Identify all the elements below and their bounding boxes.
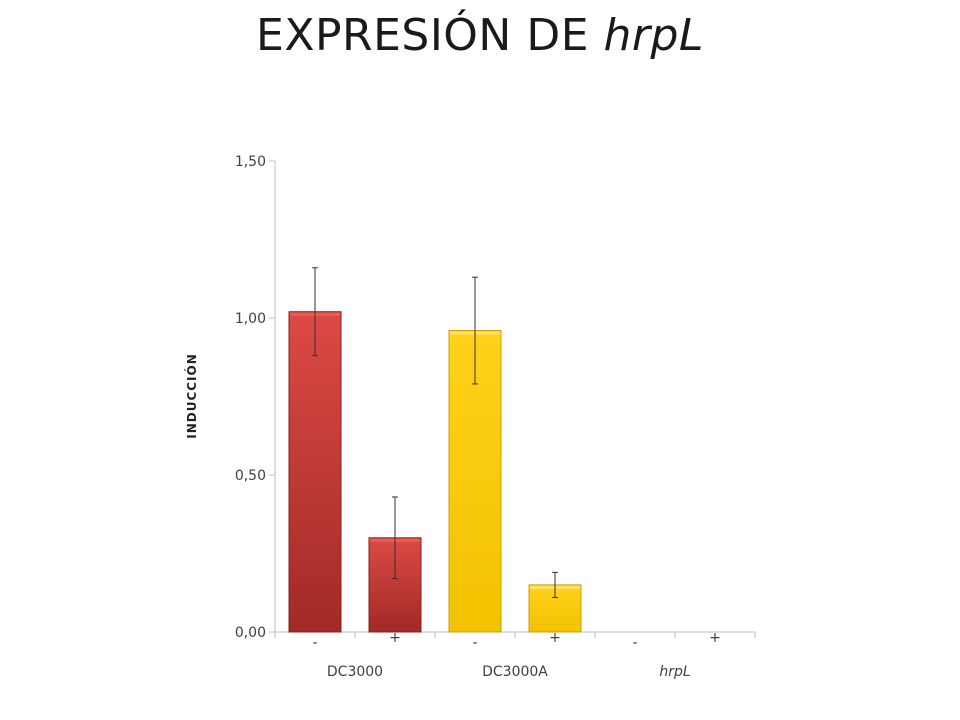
x-category-label: +	[549, 630, 561, 646]
y-tick-label: 0,00	[235, 625, 266, 641]
bar	[288, 311, 342, 633]
x-group-label: hrpL	[659, 664, 690, 680]
x-category-label: -	[312, 635, 317, 651]
x-category-label: +	[389, 630, 401, 646]
y-axis-label: INDUCCIÓN	[184, 353, 199, 439]
x-group-label: DC3000	[327, 664, 383, 680]
x-category-label: -	[472, 635, 477, 651]
y-tick-label: 0,50	[235, 468, 266, 484]
x-category-label: +	[709, 630, 721, 646]
y-tick-label: 1,00	[235, 311, 266, 327]
y-tick-label: 1,50	[235, 154, 266, 170]
x-category-label: -	[632, 635, 637, 651]
x-group-label: DC3000A	[482, 664, 548, 680]
chart-title: EXPRESIÓN DE hrpL	[256, 10, 704, 61]
